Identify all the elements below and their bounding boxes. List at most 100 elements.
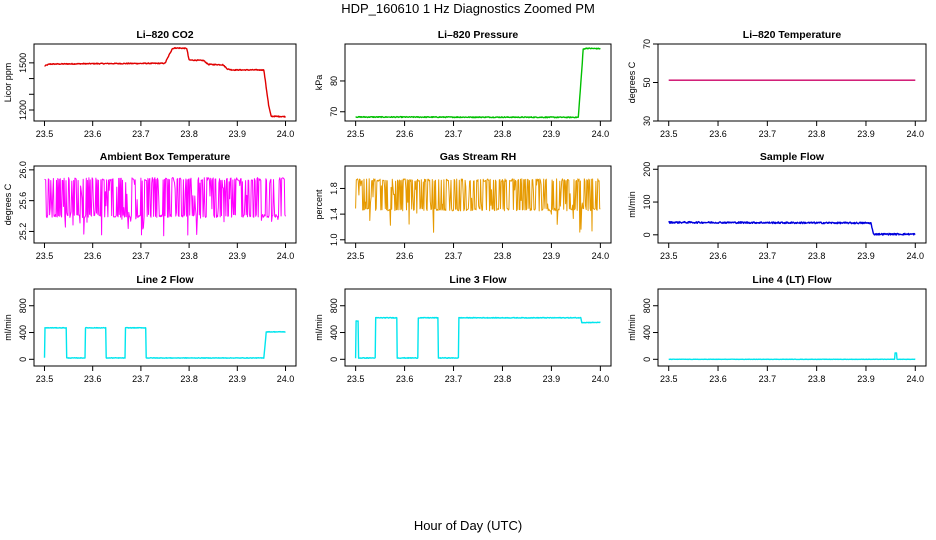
panel-title: Li–820 CO2 xyxy=(136,29,193,41)
panel-title: Line 3 Flow xyxy=(449,274,507,286)
plot-frame xyxy=(657,165,927,244)
x-tick-label: 23.6 xyxy=(84,129,102,139)
x-tick-label: 24.0 xyxy=(592,129,610,139)
panel-1: Li–820 CO2 23.5 23.6 23.7 23.8 23.9 24.0 1200 15… xyxy=(3,29,297,139)
x-tick-label: 23.7 xyxy=(759,374,777,384)
x-tick-label: 23.5 xyxy=(660,374,678,384)
panel-title: Li–820 Pressure xyxy=(438,29,519,41)
panel-title: Line 4 (LT) Flow xyxy=(752,274,832,286)
x-tick-label: 23.5 xyxy=(660,251,678,261)
x-tick-label: 24.0 xyxy=(907,374,925,384)
y-axis-label: kPa xyxy=(314,75,324,91)
x-tick-label: 24.0 xyxy=(277,129,295,139)
x-tick-label: 23.8 xyxy=(494,374,512,384)
panel-6: Sample Flow 23.5 23.6 23.7 23.8 23.9 24.0 0 100 2… xyxy=(627,151,927,261)
x-tick-label: 23.5 xyxy=(36,251,54,261)
x-tick-label: 23.7 xyxy=(445,374,463,384)
y-tick-label: 100 xyxy=(642,195,652,210)
y-tick-label: 1500 xyxy=(18,53,28,73)
plot-frame xyxy=(657,288,927,367)
x-tick-label: 23.8 xyxy=(808,374,826,384)
series-line xyxy=(355,47,601,119)
x-tick-label: 23.5 xyxy=(347,374,365,384)
panel-4: Ambient Box Temperature 23.5 23.6 23.7 23.8 2… xyxy=(3,151,297,261)
y-tick-label: 50 xyxy=(642,77,652,87)
y-tick-label: 26.0 xyxy=(18,161,28,179)
y-tick-label: 0 xyxy=(642,357,652,362)
x-tick-label: 23.8 xyxy=(180,251,198,261)
x-tick-label: 23.9 xyxy=(543,251,561,261)
y-tick-label: 80 xyxy=(329,76,339,86)
x-tick-label: 23.6 xyxy=(396,374,414,384)
y-axis-label: degrees C xyxy=(627,61,637,103)
x-tick-label: 23.7 xyxy=(132,251,150,261)
y-tick-label: 400 xyxy=(329,325,339,340)
x-tick-label: 23.9 xyxy=(543,129,561,139)
panel-title: Sample Flow xyxy=(760,151,825,163)
y-tick-label: 0 xyxy=(329,357,339,362)
y-tick-label: 30 xyxy=(642,116,652,126)
x-tick-label: 24.0 xyxy=(592,374,610,384)
x-tick-label: 23.8 xyxy=(808,129,826,139)
x-tick-label: 23.9 xyxy=(229,129,247,139)
y-tick-label: 25.6 xyxy=(18,192,28,210)
y-axis-label: percent xyxy=(314,189,324,220)
x-tick-label: 23.5 xyxy=(36,129,54,139)
x-tick-label: 23.6 xyxy=(84,374,102,384)
x-tick-label: 23.9 xyxy=(543,374,561,384)
series-line xyxy=(354,316,601,359)
x-tick-label: 23.8 xyxy=(808,251,826,261)
plot-frame xyxy=(657,43,927,122)
y-tick-label: 1200 xyxy=(18,100,28,120)
x-tick-label: 23.6 xyxy=(84,251,102,261)
x-tick-label: 23.8 xyxy=(180,129,198,139)
x-tick-label: 23.7 xyxy=(759,251,777,261)
x-tick-label: 23.7 xyxy=(132,129,150,139)
panel-2: Li–820 Pressure 23.5 23.6 23.7 23.8 23.9 24.0 7… xyxy=(314,29,612,139)
plot-frame xyxy=(33,43,297,122)
panel-7: Line 2 Flow 23.5 23.6 23.7 23.8 23.9 24.0 0 400 8… xyxy=(3,274,297,384)
x-tick-label: 24.0 xyxy=(277,251,295,261)
y-tick-label: 200 xyxy=(642,162,652,177)
plot-frame xyxy=(344,288,612,367)
y-tick-label: 0 xyxy=(18,357,28,362)
series-line xyxy=(668,220,916,236)
x-tick-label: 23.9 xyxy=(857,129,875,139)
x-tick-label: 24.0 xyxy=(277,374,295,384)
panel-title: Ambient Box Temperature xyxy=(100,151,231,163)
x-tick-label: 23.7 xyxy=(132,374,150,384)
y-tick-label: 800 xyxy=(329,298,339,313)
x-tick-label: 24.0 xyxy=(907,129,925,139)
series-line xyxy=(44,46,286,118)
x-tick-label: 23.8 xyxy=(180,374,198,384)
plot-frame xyxy=(33,165,297,244)
x-tick-label: 23.7 xyxy=(759,129,777,139)
panel-3: Li–820 Temperature 23.5 23.6 23.7 23.8 23.9 24… xyxy=(627,29,927,139)
x-tick-label: 24.0 xyxy=(592,251,610,261)
x-tick-label: 23.7 xyxy=(445,129,463,139)
x-tick-label: 23.5 xyxy=(347,251,365,261)
x-tick-label: 23.5 xyxy=(36,374,54,384)
plot-frame xyxy=(33,288,297,367)
y-axis-label: ml/min xyxy=(627,314,637,341)
x-tick-label: 23.9 xyxy=(857,251,875,261)
y-tick-label: 70 xyxy=(329,107,339,117)
plot-frame xyxy=(344,165,612,244)
y-axis-label: Licor ppm xyxy=(3,63,13,103)
y-axis-label: degrees C xyxy=(3,183,13,225)
panel-title: Li–820 Temperature xyxy=(743,29,842,41)
y-tick-label: 1.0 xyxy=(329,234,339,247)
x-tick-label: 23.5 xyxy=(347,129,365,139)
panel-title: Line 2 Flow xyxy=(136,274,194,286)
x-tick-label: 23.6 xyxy=(396,251,414,261)
series-line xyxy=(355,178,601,233)
y-tick-label: 1.4 xyxy=(329,208,339,221)
panel-9: Line 4 (LT) Flow 23.5 23.6 23.7 23.8 23.9 24.0… xyxy=(627,274,927,384)
series-line xyxy=(44,177,286,237)
x-tick-label: 23.7 xyxy=(445,251,463,261)
y-tick-label: 1.8 xyxy=(329,182,339,195)
x-tick-label: 23.8 xyxy=(494,129,512,139)
x-tick-label: 23.9 xyxy=(229,374,247,384)
x-tick-label: 24.0 xyxy=(907,251,925,261)
